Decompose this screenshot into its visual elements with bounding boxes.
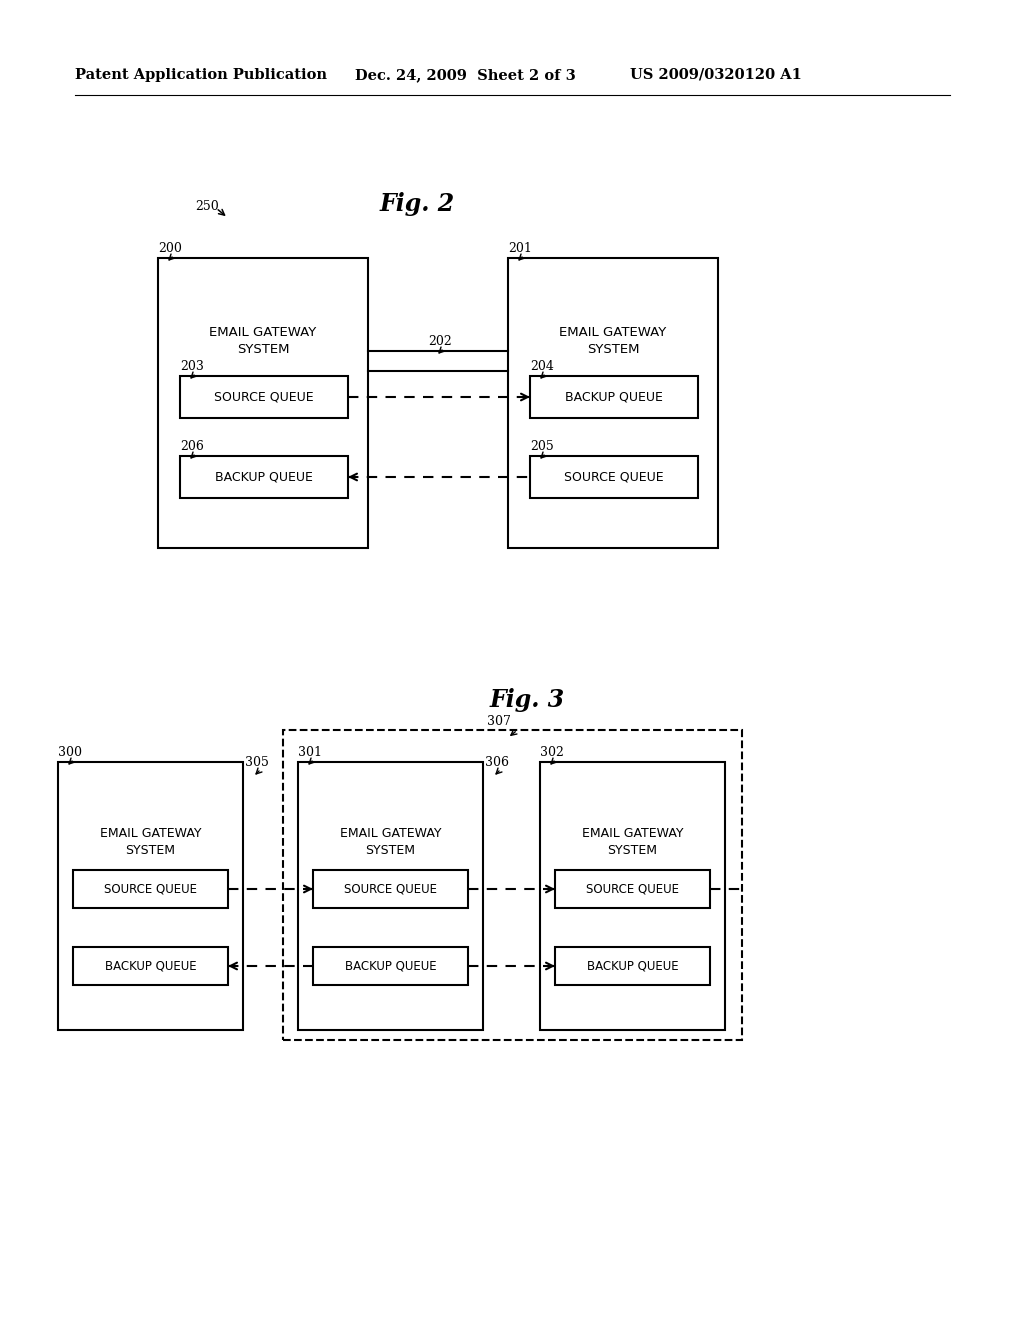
Text: 302: 302 [540, 746, 564, 759]
Text: 201: 201 [508, 242, 531, 255]
Bar [283, 730, 742, 1040]
Bar [530, 455, 698, 498]
Bar [508, 257, 718, 548]
Bar [73, 870, 228, 908]
Bar [73, 946, 228, 985]
Text: Fig. 3: Fig. 3 [490, 688, 565, 711]
Text: BACKUP QUEUE: BACKUP QUEUE [345, 960, 436, 973]
Text: EMAIL GATEWAY
SYSTEM: EMAIL GATEWAY SYSTEM [559, 326, 667, 356]
Text: 305: 305 [245, 756, 269, 770]
Text: 300: 300 [58, 746, 82, 759]
Bar [313, 870, 468, 908]
Text: BACKUP QUEUE: BACKUP QUEUE [215, 470, 313, 483]
Text: 202: 202 [428, 335, 452, 348]
Text: EMAIL GATEWAY
SYSTEM: EMAIL GATEWAY SYSTEM [99, 828, 202, 857]
Bar [58, 762, 243, 1030]
Text: Dec. 24, 2009  Sheet 2 of 3: Dec. 24, 2009 Sheet 2 of 3 [355, 69, 575, 82]
Bar [555, 870, 710, 908]
Text: 204: 204 [530, 360, 554, 374]
Bar [298, 762, 483, 1030]
Text: SOURCE QUEUE: SOURCE QUEUE [344, 883, 437, 895]
Text: 307: 307 [487, 715, 511, 729]
Text: 301: 301 [298, 746, 322, 759]
Bar [158, 257, 368, 548]
Bar [540, 762, 725, 1030]
Text: SOURCE QUEUE: SOURCE QUEUE [104, 883, 197, 895]
Text: 205: 205 [530, 440, 554, 453]
Text: 306: 306 [485, 756, 509, 770]
Bar [180, 455, 348, 498]
Text: SOURCE QUEUE: SOURCE QUEUE [586, 883, 679, 895]
Text: 250: 250 [195, 201, 219, 213]
Text: 200: 200 [158, 242, 182, 255]
Text: EMAIL GATEWAY
SYSTEM: EMAIL GATEWAY SYSTEM [340, 828, 441, 857]
Text: EMAIL GATEWAY
SYSTEM: EMAIL GATEWAY SYSTEM [209, 326, 316, 356]
Text: 206: 206 [180, 440, 204, 453]
Text: SOURCE QUEUE: SOURCE QUEUE [214, 391, 313, 404]
Text: BACKUP QUEUE: BACKUP QUEUE [565, 391, 663, 404]
Text: SOURCE QUEUE: SOURCE QUEUE [564, 470, 664, 483]
Bar [530, 376, 698, 418]
Text: Fig. 2: Fig. 2 [380, 191, 456, 216]
Text: EMAIL GATEWAY
SYSTEM: EMAIL GATEWAY SYSTEM [582, 828, 683, 857]
Bar [313, 946, 468, 985]
Text: BACKUP QUEUE: BACKUP QUEUE [587, 960, 678, 973]
Text: US 2009/0320120 A1: US 2009/0320120 A1 [630, 69, 802, 82]
Text: BACKUP QUEUE: BACKUP QUEUE [104, 960, 197, 973]
Bar [555, 946, 710, 985]
Bar [180, 376, 348, 418]
Text: 203: 203 [180, 360, 204, 374]
Text: Patent Application Publication: Patent Application Publication [75, 69, 327, 82]
